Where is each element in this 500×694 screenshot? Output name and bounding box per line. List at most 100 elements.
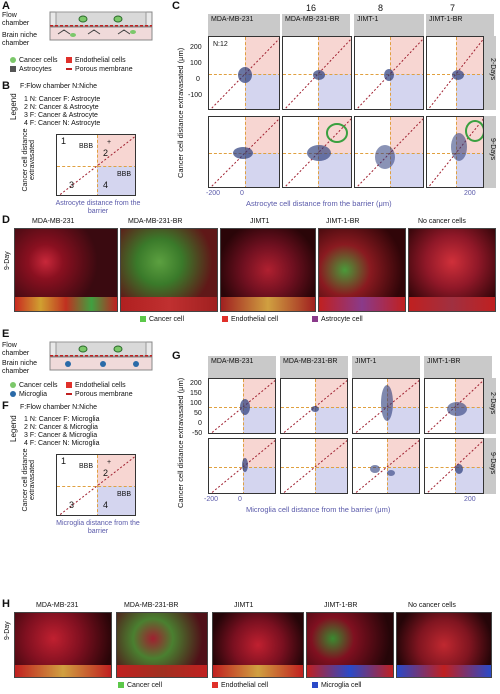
quad-num-1-b: 1 (61, 136, 67, 146)
col-label-d-3: JIMT1 (250, 218, 270, 225)
brain-niche-label-a: Brain niche chamber (2, 32, 38, 47)
xlabel-c: Astrocyte cell distance from the barrier… (246, 199, 392, 208)
chip-schematic-e (48, 340, 154, 372)
quad-num-4-f: 4 (103, 500, 109, 510)
flow-chamber-label-e: Flow chamber (2, 342, 30, 357)
legend-h-3: Microglia cell (312, 682, 361, 689)
quad-diagram-f: 1 2 3 4 BBB BBB + (56, 454, 136, 516)
plot-g-r1-c3 (352, 378, 420, 434)
ylabel-c: Cancer cell distance extravasated (μm) (176, 47, 185, 178)
plot-g-r2-c4 (424, 438, 484, 494)
panel-label-c: C (172, 0, 180, 12)
count-c-1: 16 (306, 3, 317, 13)
xtick-c-3: 200 (464, 190, 476, 197)
quad-diagram-b: 1 2 3 4 BBB BBB + (56, 134, 136, 196)
xlabel-g: Microglia cell distance from the barrier… (246, 505, 391, 514)
legend-swatch-d-1 (140, 316, 146, 323)
legend-endo-a: Endothelial cells (66, 57, 126, 64)
col-label-h-3: JIMT1 (234, 602, 254, 609)
legend-cancer-e: Cancer cells (10, 382, 58, 389)
legend-membrane-e: Porous membrane (66, 391, 133, 398)
row-header-c-1 (484, 36, 496, 110)
micrograph-h-1 (14, 612, 112, 678)
legend-h-1: Cancer cell (118, 682, 162, 689)
count-c-3: 7 (450, 3, 456, 13)
plot-g-r1-c4 (424, 378, 484, 434)
micrograph-h-3 (212, 612, 304, 678)
legend-swatch-h-1 (118, 682, 124, 689)
panel-label-e: E (2, 328, 10, 340)
legend-h-2: Endothelial cell (212, 682, 268, 689)
legend-list-f: 1 N: Cancer F: Microglia 2 N: Cancer & M… (24, 416, 99, 448)
legend-item-f-1: 1 N: Cancer F: Microglia (24, 416, 100, 423)
bbb-label-f-1: BBB (79, 463, 94, 470)
row-label-h: 9-Day (4, 621, 11, 640)
bbb-label-f-2: BBB (117, 491, 132, 498)
xtick-g-1: -200 (204, 496, 219, 503)
legend-swatch-d-2 (222, 316, 228, 323)
header-f: F:Flow chamber N:Niche (20, 404, 98, 411)
legend-d-3: Astrocyte cell (312, 316, 363, 323)
xtick-g-2: 0 (238, 496, 242, 503)
legend-item-f-2: 2 N: Cancer & Microglia (24, 424, 98, 431)
ylabel-b: Cancer cell distance extravasated (22, 128, 36, 192)
micrograph-h-2 (116, 612, 208, 678)
plot-c-r2-c4 (426, 116, 484, 188)
col-label-h-1: MDA-MB-231 (36, 602, 79, 609)
bbb-label-b-1: BBB (79, 143, 94, 150)
col-header-c-1: MDA-MB-231 (208, 14, 280, 36)
chip-diagram-e (49, 341, 153, 371)
micrograph-d-5 (408, 228, 496, 312)
legend-cancer-a: Cancer cells (10, 57, 58, 64)
micrograph-d-4 (318, 228, 406, 312)
bbb-label-b-2: BBB (117, 171, 132, 178)
plot-c-r2-c2 (282, 116, 352, 188)
col-header-g-3: JIMT-1 (352, 356, 420, 378)
col-label-d-2: MDA-MB-231-BR (128, 218, 183, 225)
col-label-d-4: JIMT-1-BR (326, 218, 360, 225)
count-c-2: 8 (378, 3, 384, 13)
row-header-c-2 (484, 116, 496, 188)
legend-d-2: Endothelial cell (222, 316, 278, 323)
col-label-d-5: No cancer cells (418, 218, 466, 225)
plot-c-r1-c3 (354, 36, 424, 110)
legend-item-b-2: 2 N: Cancer & Astrocyte (24, 104, 99, 111)
legend-item-b-3: 3 F: Cancer & Astrocyte (24, 112, 98, 119)
ylabel-g: Cancer cell distance extravasated (μm) (176, 377, 185, 508)
ytick-g-2: 150 (190, 390, 202, 397)
panel-label-h: H (2, 598, 10, 610)
row-label-d: 9-Day (4, 251, 11, 270)
legend-item-b-4: 4 F: Cancer N: Astrocyte (24, 120, 101, 127)
chip-diagram-a (49, 11, 153, 41)
chip-schematic-a (48, 10, 154, 42)
xtick-g-3: 200 (464, 496, 476, 503)
legend-item-b-1: 1 N: Cancer F: Astrocyte (24, 96, 101, 103)
plot-c-r1-c2 (282, 36, 352, 110)
micrograph-d-3 (220, 228, 316, 312)
row-label-c-2: 9-Days (489, 138, 496, 161)
plot-g-r1-c2 (280, 378, 348, 434)
col-header-g-1: MDA-MB-231 (208, 356, 276, 378)
plot-g-r2-c2 (280, 438, 348, 494)
quad-num-2-f: 2 (103, 468, 109, 478)
ytick-c-4: -100 (188, 92, 203, 99)
row-header-g-1 (484, 378, 496, 434)
flow-chamber-label-a: Flow chamber (2, 12, 30, 27)
micrograph-d-1 (14, 228, 118, 312)
legend-micro-e: Microglia (10, 391, 47, 398)
col-label-h-2: MDA-MB-231-BR (124, 602, 179, 609)
plot-g-r2-c3 (352, 438, 420, 494)
quad-num-1-f: 1 (61, 456, 67, 466)
micrograph-d-2 (120, 228, 218, 312)
xlabel-f: Microglia distance from the barrier (56, 520, 140, 535)
ytick-c-2: 100 (190, 60, 202, 67)
xtick-c-2: 0 (240, 190, 244, 197)
legend-membrane-a: Porous membrane (66, 66, 133, 73)
ytick-g-6: -50 (192, 430, 203, 437)
legend-title-b: Legend (9, 93, 18, 120)
col-header-c-4: JIMT-1-BR (426, 14, 494, 36)
col-label-d-1: MDA-MB-231 (32, 218, 75, 225)
plot-g-r1-c1 (208, 378, 276, 434)
plot-c-r1-c4 (426, 36, 484, 110)
panel-label-f: F (2, 400, 9, 412)
